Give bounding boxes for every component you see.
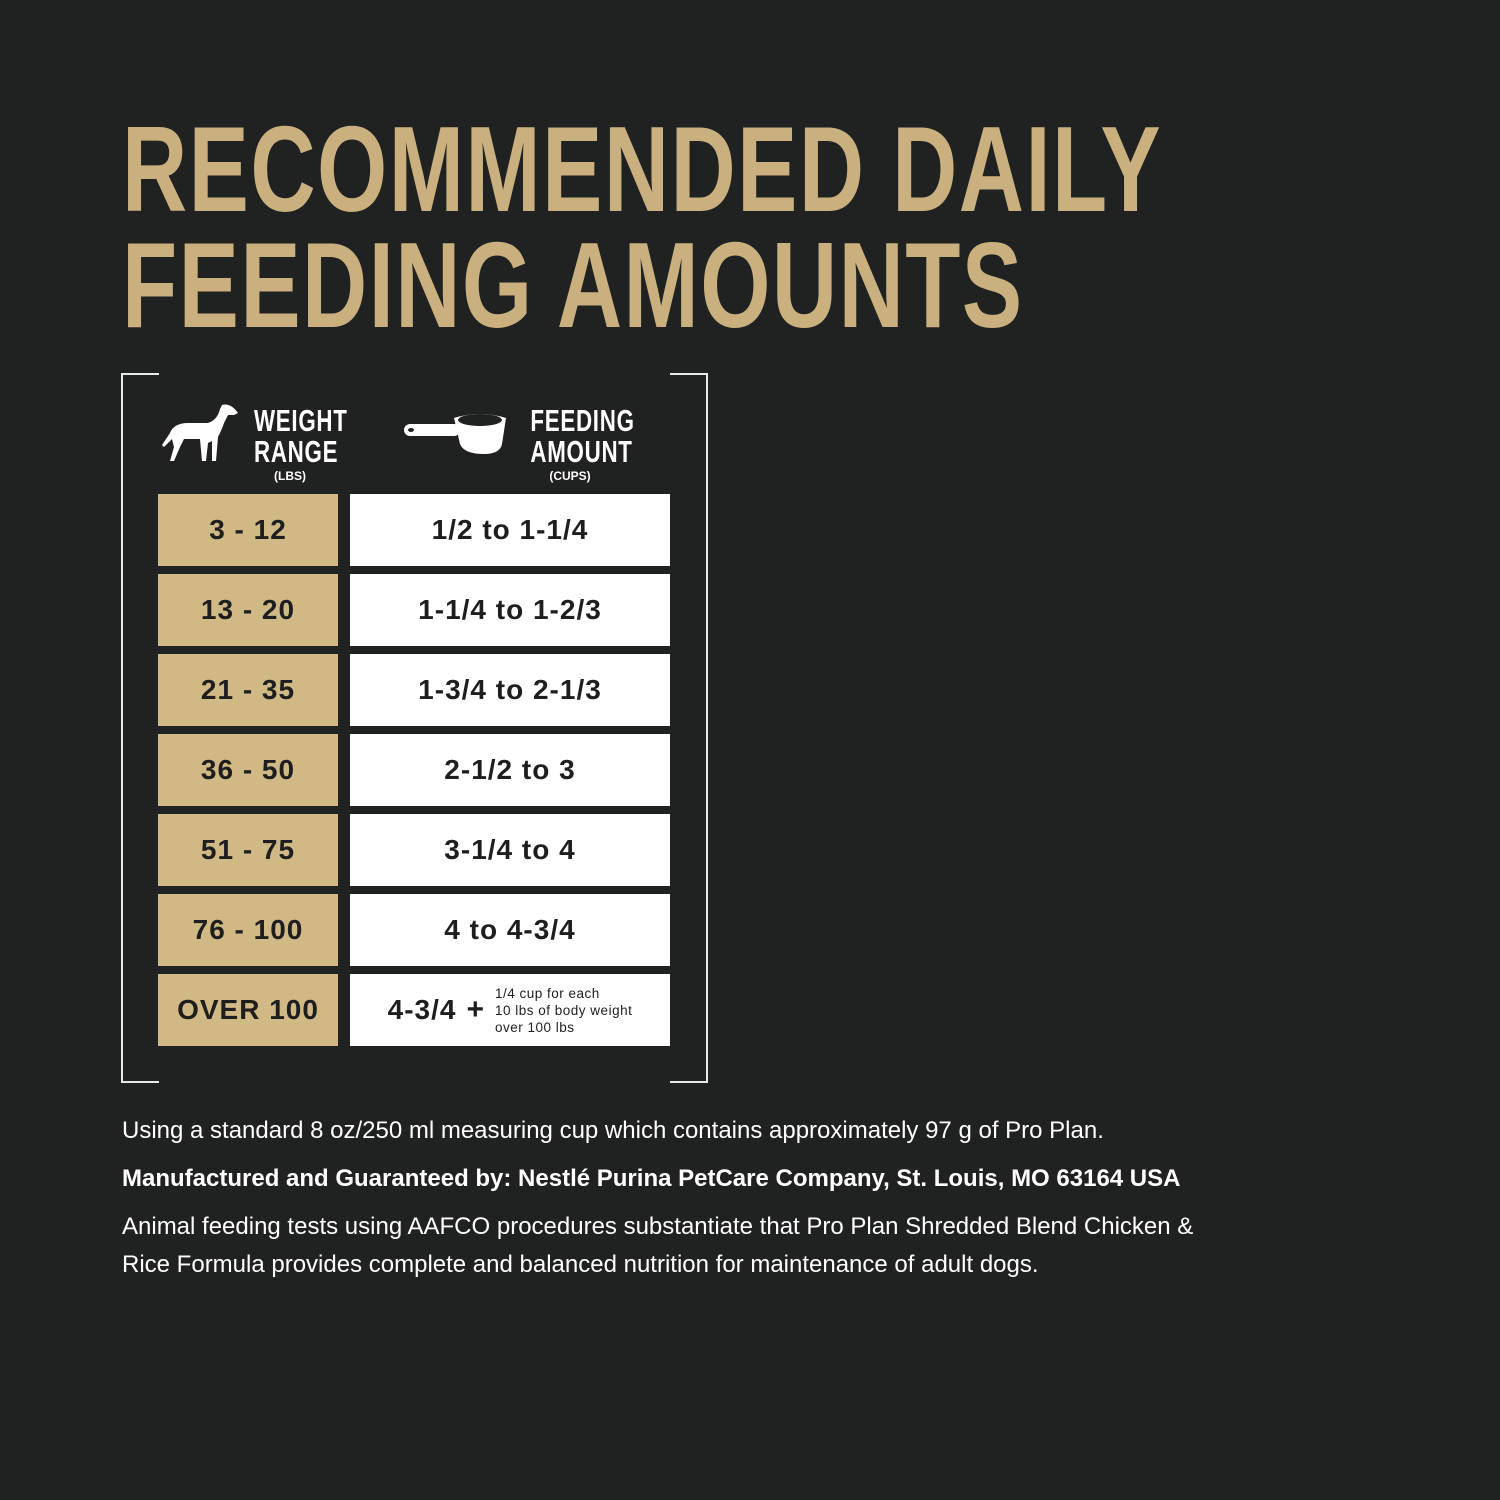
base-amount: 4-3/4 xyxy=(387,994,457,1025)
weight-header-line1: WEIGHT xyxy=(254,403,348,438)
manufacturer-note: Manufactured and Guaranteed by: Nestlé P… xyxy=(122,1165,1181,1192)
aafco-statement-line1: Animal feeding tests using AAFCO procedu… xyxy=(122,1213,1194,1240)
additional-amount-note: 1/4 cup for each 10 lbs of body weight o… xyxy=(495,985,632,1036)
right-bracket xyxy=(670,373,708,1083)
measuring-cup-icon xyxy=(404,414,506,454)
amount-cell: 1/2 to 1-1/4 xyxy=(350,494,670,566)
weight-header-line2: RANGE xyxy=(254,434,339,469)
feeding-header-line2: AMOUNT xyxy=(530,434,633,469)
title-line-1: RECOMMENDED DAILY xyxy=(122,101,1163,237)
feeding-header-unit: (CUPS) xyxy=(549,469,591,483)
weight-cell: OVER 100 xyxy=(158,974,338,1046)
note-line: 10 lbs of body weight xyxy=(495,1002,633,1018)
amount-cell: 1-1/4 to 1-2/3 xyxy=(350,574,670,646)
amount-cell: 2-1/2 to 3 xyxy=(350,734,670,806)
amount-cell: 3-1/4 to 4 xyxy=(350,814,670,886)
weight-cell: 36 - 50 xyxy=(158,734,338,806)
weight-cell: 76 - 100 xyxy=(158,894,338,966)
weight-cell: 3 - 12 xyxy=(158,494,338,566)
amount-cell: 1-3/4 to 2-1/3 xyxy=(350,654,670,726)
dog-icon xyxy=(162,404,238,461)
aafco-statement-line2: Rice Formula provides complete and balan… xyxy=(122,1251,1039,1278)
weight-range-header: WEIGHT RANGE (LBS) xyxy=(240,403,348,483)
amount-cell: 4 to 4-3/4 xyxy=(350,894,670,966)
weight-header-unit: (LBS) xyxy=(274,469,306,483)
plus-sign: + xyxy=(466,993,485,1026)
left-bracket xyxy=(121,373,159,1083)
amount-cell-over-100: 4-3/4 + 1/4 cup for each 10 lbs of body … xyxy=(350,974,670,1046)
note-line: over 100 lbs xyxy=(495,1019,575,1035)
note-line: 1/4 cup for each xyxy=(495,985,600,1001)
title-line-2: FEEDING AMOUNTS xyxy=(122,217,1024,353)
feeding-amount-header: FEEDING AMOUNT (CUPS) xyxy=(515,403,635,483)
measure-note: Using a standard 8 oz/250 ml measuring c… xyxy=(122,1117,1104,1144)
weight-cell: 51 - 75 xyxy=(158,814,338,886)
weight-cell: 21 - 35 xyxy=(158,654,338,726)
feeding-header-line1: FEEDING xyxy=(530,403,635,438)
weight-cell: 13 - 20 xyxy=(158,574,338,646)
